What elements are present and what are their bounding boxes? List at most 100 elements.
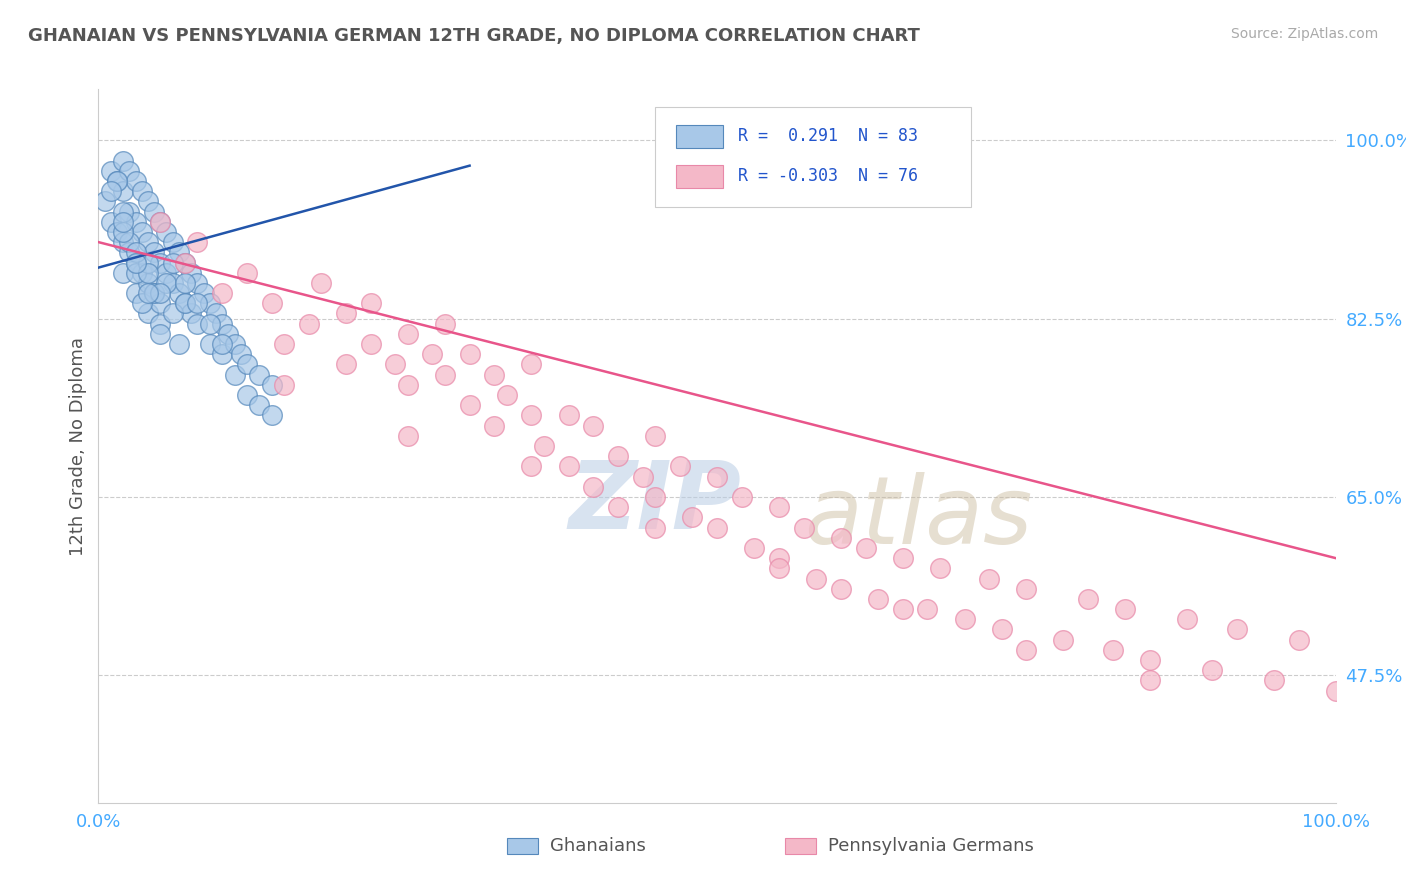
Point bbox=[1077, 591, 1099, 606]
Point bbox=[360, 296, 382, 310]
FancyBboxPatch shape bbox=[655, 107, 970, 207]
Point bbox=[112, 266, 135, 280]
Point bbox=[174, 296, 197, 310]
Text: Pennsylvania Germans: Pennsylvania Germans bbox=[828, 837, 1035, 855]
Point bbox=[335, 358, 357, 372]
Point bbox=[149, 296, 172, 310]
Point bbox=[582, 418, 605, 433]
Point bbox=[484, 368, 506, 382]
Point bbox=[422, 347, 444, 361]
Point bbox=[495, 388, 517, 402]
Point bbox=[167, 337, 190, 351]
Point bbox=[112, 204, 135, 219]
Point bbox=[174, 255, 197, 269]
Point bbox=[360, 337, 382, 351]
Point bbox=[520, 459, 543, 474]
Point bbox=[224, 368, 246, 382]
Point bbox=[131, 266, 153, 280]
Point bbox=[458, 347, 481, 361]
Text: ZIP: ZIP bbox=[568, 457, 741, 549]
Point bbox=[644, 490, 666, 504]
Point bbox=[149, 215, 172, 229]
Point bbox=[100, 163, 122, 178]
Point bbox=[309, 276, 332, 290]
Point bbox=[149, 255, 172, 269]
Point bbox=[236, 358, 259, 372]
Point bbox=[105, 174, 128, 188]
Point bbox=[953, 612, 976, 626]
Point bbox=[105, 225, 128, 239]
Point bbox=[236, 266, 259, 280]
Point bbox=[855, 541, 877, 555]
Point bbox=[124, 286, 146, 301]
Point bbox=[124, 245, 146, 260]
Point bbox=[174, 276, 197, 290]
Point bbox=[1015, 582, 1038, 596]
Point bbox=[804, 572, 827, 586]
Point bbox=[186, 235, 208, 249]
Point bbox=[731, 490, 754, 504]
Point bbox=[1288, 632, 1310, 647]
Point bbox=[681, 510, 703, 524]
Point bbox=[768, 551, 790, 566]
Point bbox=[1324, 683, 1347, 698]
Point bbox=[384, 358, 406, 372]
Point bbox=[186, 317, 208, 331]
Point bbox=[335, 306, 357, 320]
Point bbox=[396, 429, 419, 443]
Point bbox=[298, 317, 321, 331]
Point bbox=[1201, 663, 1223, 677]
Point bbox=[706, 469, 728, 483]
Point bbox=[136, 266, 159, 280]
Point bbox=[990, 623, 1012, 637]
Point bbox=[124, 255, 146, 269]
Point bbox=[136, 194, 159, 209]
Point bbox=[211, 337, 233, 351]
Point bbox=[582, 480, 605, 494]
Point bbox=[131, 225, 153, 239]
Point bbox=[1263, 673, 1285, 688]
Point bbox=[1102, 643, 1125, 657]
Point bbox=[143, 204, 166, 219]
Point bbox=[260, 377, 283, 392]
Text: Ghanaians: Ghanaians bbox=[550, 837, 645, 855]
Point bbox=[520, 358, 543, 372]
Point bbox=[396, 377, 419, 392]
Text: R =  0.291  N = 83: R = 0.291 N = 83 bbox=[738, 128, 918, 145]
Point bbox=[112, 184, 135, 198]
Point bbox=[186, 276, 208, 290]
Point bbox=[793, 520, 815, 534]
Point bbox=[1139, 653, 1161, 667]
Point bbox=[866, 591, 889, 606]
Point bbox=[891, 602, 914, 616]
Point bbox=[143, 286, 166, 301]
Point bbox=[205, 306, 228, 320]
Point bbox=[162, 276, 184, 290]
Point bbox=[273, 337, 295, 351]
Point bbox=[433, 317, 456, 331]
Point bbox=[1175, 612, 1198, 626]
Point bbox=[193, 286, 215, 301]
Point bbox=[180, 306, 202, 320]
Point bbox=[162, 235, 184, 249]
Point bbox=[917, 602, 939, 616]
Point bbox=[149, 286, 172, 301]
Point bbox=[1114, 602, 1136, 616]
Point bbox=[162, 255, 184, 269]
Point bbox=[211, 317, 233, 331]
Point bbox=[198, 337, 221, 351]
Point bbox=[669, 459, 692, 474]
Point bbox=[124, 174, 146, 188]
Point bbox=[631, 469, 654, 483]
Point bbox=[174, 255, 197, 269]
Point bbox=[247, 398, 270, 412]
Point bbox=[118, 235, 141, 249]
Point bbox=[149, 317, 172, 331]
Point bbox=[979, 572, 1001, 586]
Point bbox=[198, 296, 221, 310]
Point bbox=[273, 377, 295, 392]
Point bbox=[136, 235, 159, 249]
Point bbox=[186, 296, 208, 310]
Point bbox=[224, 337, 246, 351]
Point bbox=[742, 541, 765, 555]
